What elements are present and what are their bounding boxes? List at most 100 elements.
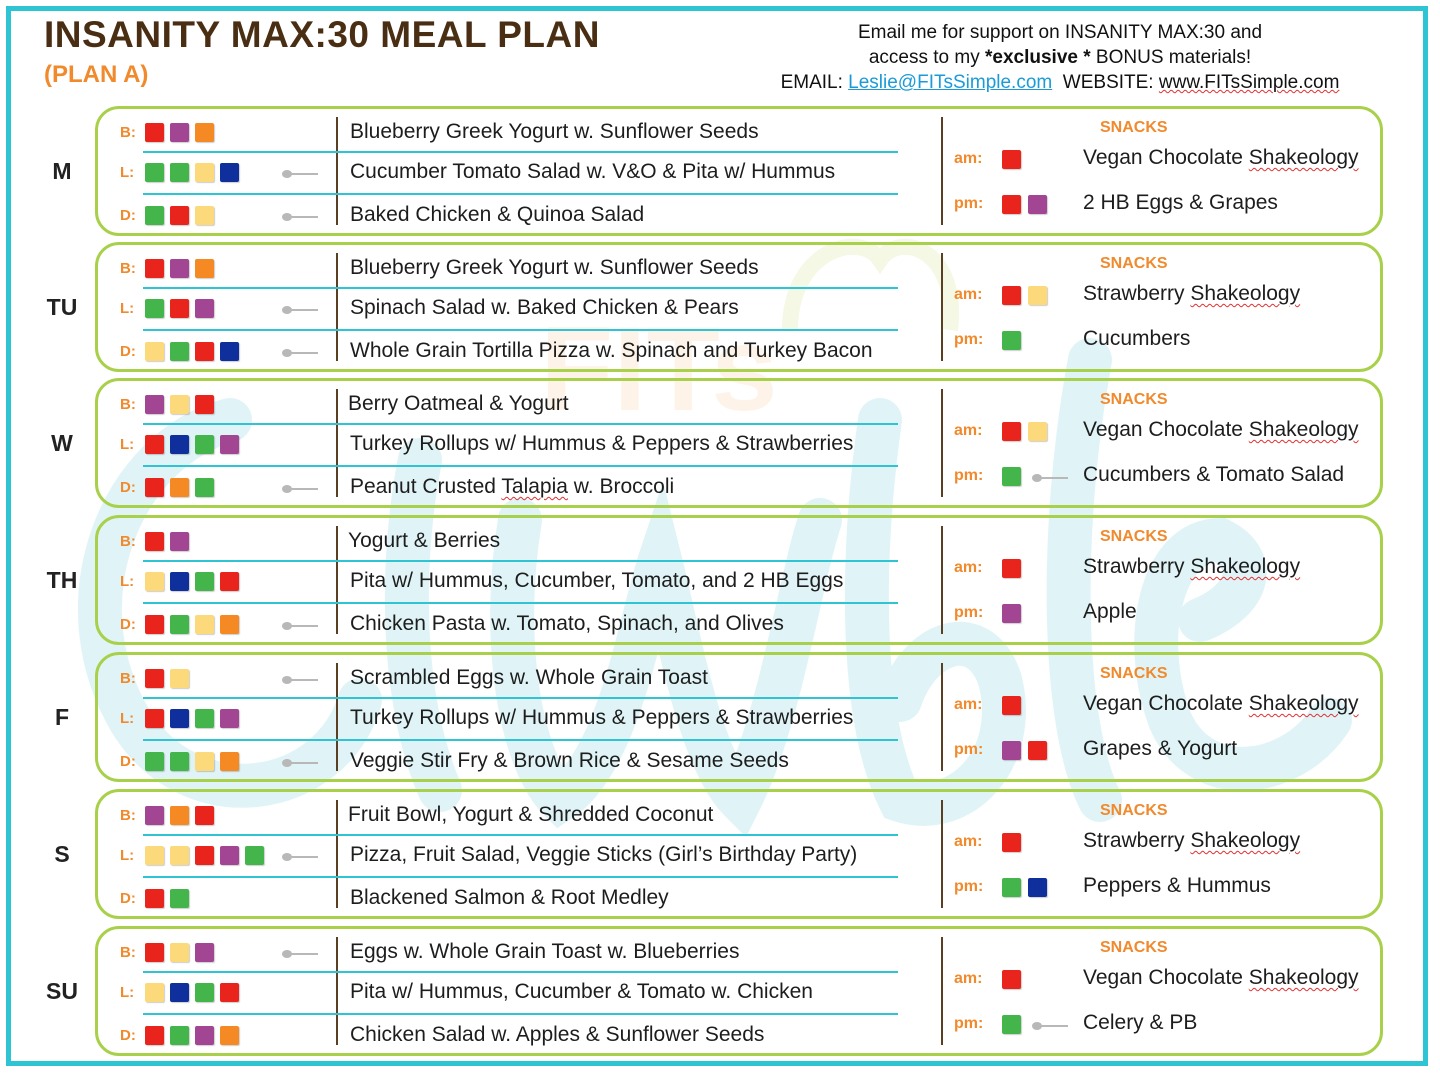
email-link[interactable]: Leslie@FITsSimple.com: [848, 72, 1053, 93]
day-block-th: B: Yogurt & Berries L: Pita w/ Hummus, Cucu…: [95, 515, 1383, 645]
meal-description: Scrambled Eggs w. Whole Grain Toast: [350, 666, 708, 689]
food-container-blue: [170, 435, 189, 454]
meal-divider: [336, 937, 338, 1045]
food-container-yellow: [195, 163, 214, 182]
meal-description: Baked Chicken & Quinoa Salad: [350, 203, 645, 226]
food-container-green: [145, 206, 164, 225]
food-container-orange: [195, 259, 214, 278]
food-container-red: [145, 669, 164, 688]
snack-code-label: am:: [954, 696, 983, 713]
food-container-blue: [170, 709, 189, 728]
meal-separator: [143, 697, 898, 699]
snack-description: Vegan Chocolate Shakeology: [1083, 418, 1359, 441]
meal-code-label: D:: [120, 616, 136, 633]
food-container-red: [170, 299, 189, 318]
snacks-heading: SNACKS: [1100, 391, 1168, 408]
meal-code-label: B:: [120, 944, 136, 961]
food-container-orange: [220, 1026, 239, 1045]
food-container-purple: [220, 846, 239, 865]
food-container-green: [1002, 878, 1021, 897]
food-container-red: [1002, 286, 1021, 305]
teaspoon-icon: [282, 306, 318, 314]
food-container-orange: [195, 123, 214, 142]
snack-code-label: am:: [954, 833, 983, 850]
website-link[interactable]: www.FITsSimple.com: [1158, 72, 1340, 93]
meal-description: Eggs w. Whole Grain Toast w. Blueberries: [350, 940, 740, 963]
snack-code-label: pm:: [954, 467, 984, 484]
food-container-yellow: [195, 615, 214, 634]
food-container-purple: [170, 532, 189, 551]
plan-subtitle: (PLAN A): [44, 61, 149, 88]
snack-divider: [941, 117, 943, 225]
food-container-green: [195, 435, 214, 454]
food-container-red: [195, 395, 214, 414]
snacks-heading: SNACKS: [1100, 528, 1168, 545]
meal-code-label: D:: [120, 343, 136, 360]
day-block-s: B: Fruit Bowl, Yogurt & Shredded Coconut L…: [95, 789, 1383, 919]
snack-divider: [941, 389, 943, 497]
snack-code-label: am:: [954, 559, 983, 576]
meal-code-label: D:: [120, 207, 136, 224]
snack-code-label: am:: [954, 970, 983, 987]
food-container-orange: [170, 478, 189, 497]
meal-code-label: L:: [120, 984, 135, 1001]
meal-separator: [143, 602, 898, 604]
snacks-heading: SNACKS: [1100, 939, 1168, 956]
food-container-purple: [195, 943, 214, 962]
teaspoon-icon: [1032, 474, 1068, 482]
meal-description: Chicken Pasta w. Tomato, Spinach, and Ol…: [350, 612, 784, 635]
meal-description: Pizza, Fruit Salad, Veggie Sticks (Girl’…: [350, 843, 858, 866]
food-container-purple: [170, 259, 189, 278]
meal-separator: [143, 287, 898, 289]
meal-separator: [143, 876, 898, 878]
meal-code-label: D:: [120, 1027, 136, 1044]
meal-code-label: B:: [120, 396, 136, 413]
snack-code-label: pm:: [954, 741, 984, 758]
food-container-red: [220, 572, 239, 591]
food-container-red: [145, 709, 164, 728]
meal-description: Blueberry Greek Yogurt w. Sunflower Seed…: [350, 120, 759, 143]
food-container-green: [1002, 467, 1021, 486]
meal-divider: [336, 253, 338, 361]
meal-description: Peanut Crusted Talapia w. Broccoli: [350, 475, 675, 498]
food-container-yellow: [195, 752, 214, 771]
day-label: M: [52, 158, 72, 184]
food-container-green: [145, 752, 164, 771]
food-container-green: [145, 299, 164, 318]
food-container-green: [1002, 1015, 1021, 1034]
meal-code-label: L:: [120, 300, 135, 317]
food-container-red: [145, 532, 164, 551]
meal-code-label: L:: [120, 710, 135, 727]
teaspoon-icon: [282, 950, 318, 958]
meal-code-label: B:: [120, 533, 136, 550]
food-container-red: [195, 342, 214, 361]
food-container-purple: [145, 806, 164, 825]
meal-description: Veggie Stir Fry & Brown Rice & Sesame Se…: [350, 749, 789, 772]
website-label: WEBSITE:: [1062, 72, 1159, 93]
day-block-f: B: Scrambled Eggs w. Whole Grain Toast L: T…: [95, 652, 1383, 782]
day-label: SU: [46, 978, 78, 1004]
food-container-yellow: [145, 846, 164, 865]
food-container-red: [1028, 741, 1047, 760]
meal-separator: [143, 971, 898, 973]
page-title: INSANITY MAX:30 MEAL PLAN: [44, 14, 600, 55]
meal-description: Blackened Salmon & Root Medley: [350, 886, 669, 909]
food-container-yellow: [145, 342, 164, 361]
meal-code-label: D:: [120, 479, 136, 496]
meal-code-label: B:: [120, 260, 136, 277]
food-container-red: [145, 889, 164, 908]
food-container-red: [1002, 195, 1021, 214]
snacks-heading: SNACKS: [1100, 802, 1168, 819]
meal-code-label: B:: [120, 670, 136, 687]
contact-info: Email me for support on INSANITY MAX:30 …: [760, 20, 1360, 95]
snack-divider: [941, 663, 943, 771]
food-container-green: [145, 163, 164, 182]
food-container-blue: [1028, 878, 1047, 897]
snack-description: Cucumbers: [1083, 327, 1191, 350]
snack-code-label: am:: [954, 422, 983, 439]
food-container-green: [170, 342, 189, 361]
food-container-yellow: [170, 846, 189, 865]
food-container-yellow: [1028, 422, 1047, 441]
food-container-orange: [220, 752, 239, 771]
meal-separator: [143, 739, 898, 741]
